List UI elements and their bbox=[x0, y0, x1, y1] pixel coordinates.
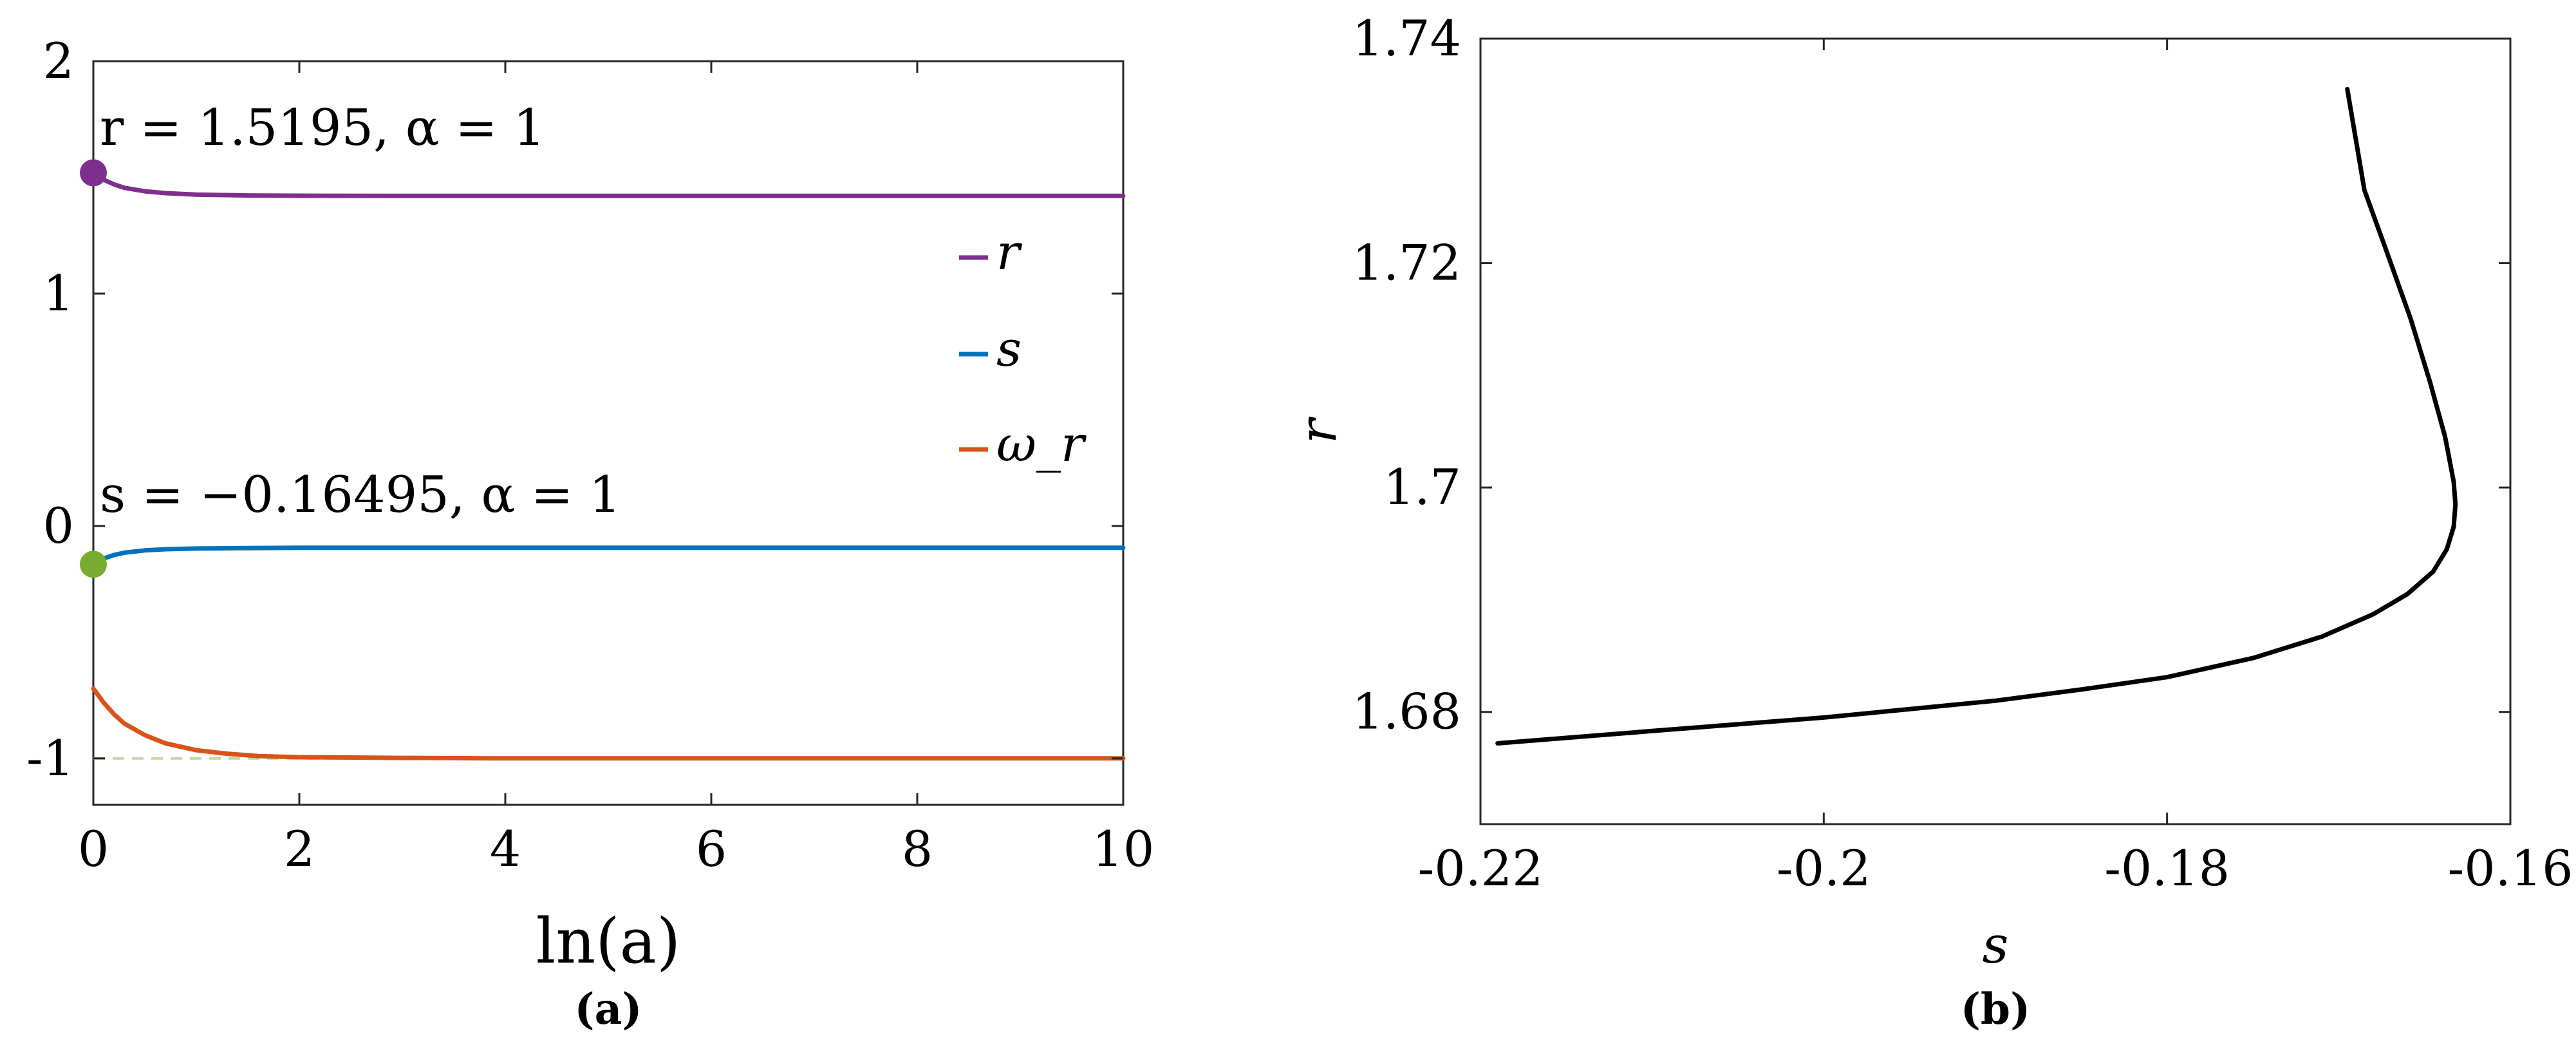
chart-b-series-line-0 bbox=[1495, 86, 2458, 746]
chart-a-series-group bbox=[91, 170, 1126, 761]
chart-b-ytick-label: 1.72 bbox=[1352, 234, 1461, 292]
chart-a-ytick-label: 2 bbox=[43, 32, 74, 89]
chart-a-xtick-label: 6 bbox=[696, 820, 727, 878]
chart-a-series-line-r bbox=[91, 170, 1126, 198]
chart-a-marker bbox=[80, 551, 107, 578]
chart-b-ytick-label: 1.68 bbox=[1352, 683, 1461, 740]
chart-a-xtick-label: 2 bbox=[284, 820, 315, 878]
chart-b-xlabel: s bbox=[1982, 915, 2008, 975]
chart-b-plot-area bbox=[1479, 37, 2512, 825]
chart-a-legend-label-r: r bbox=[996, 223, 1023, 281]
chart-b-series-group bbox=[1495, 86, 2458, 746]
chart-a-annotation-s: s = −0.16495, α = 1 bbox=[100, 466, 621, 524]
chart-a-xlabel: ln(a) bbox=[536, 905, 681, 977]
chart-b-panel-label: (b) bbox=[1961, 984, 2031, 1034]
chart-a-ytick-label: 1 bbox=[43, 265, 74, 322]
chart-a-xtick-label: 8 bbox=[902, 820, 933, 878]
chart-b-ticks-group: -0.22 -0.2 -0.18 -0.16 1.68 1.7 1.72 1.74 bbox=[1352, 10, 2573, 897]
chart-b-xtick-label: -0.18 bbox=[2104, 840, 2230, 897]
chart-a-legend-label-omega: ω_r bbox=[996, 415, 1087, 473]
chart-b-ylabel: r bbox=[1288, 416, 1348, 444]
chart-b-ytick-label: 1.74 bbox=[1352, 10, 1461, 67]
chart-a-xtick-label: 10 bbox=[1092, 820, 1155, 878]
chart-a-legend: r s ω_r bbox=[959, 223, 1087, 473]
chart-a-annotation-r: r = 1.5195, α = 1 bbox=[100, 99, 545, 157]
chart-a-series-line-r bbox=[91, 686, 1126, 761]
chart-b: -0.22 -0.2 -0.18 -0.16 1.68 1.7 1.72 1.74 s r (… bbox=[1288, 10, 2573, 1034]
chart-b-xtick-label: -0.16 bbox=[2448, 840, 2573, 897]
chart-a-ytick-label: -1 bbox=[26, 730, 74, 787]
chart-b-xtick-label: -0.22 bbox=[1418, 840, 1544, 897]
chart-a-markers-group bbox=[80, 159, 107, 578]
chart-a-xtick-label: 0 bbox=[78, 820, 109, 878]
chart-a-plot-area bbox=[92, 60, 1125, 806]
chart-a-series-line-s bbox=[91, 545, 1126, 567]
chart-a-ytick-label: 0 bbox=[43, 497, 74, 554]
chart-b-ytick-label: 1.7 bbox=[1383, 458, 1461, 516]
chart-a-xtick-label: 4 bbox=[490, 820, 521, 878]
chart-a-legend-label-s: s bbox=[996, 320, 1022, 377]
chart-a-marker bbox=[80, 159, 107, 187]
chart-b-xtick-label: -0.2 bbox=[1777, 840, 1871, 897]
chart-a-panel-label: (a) bbox=[574, 984, 642, 1034]
